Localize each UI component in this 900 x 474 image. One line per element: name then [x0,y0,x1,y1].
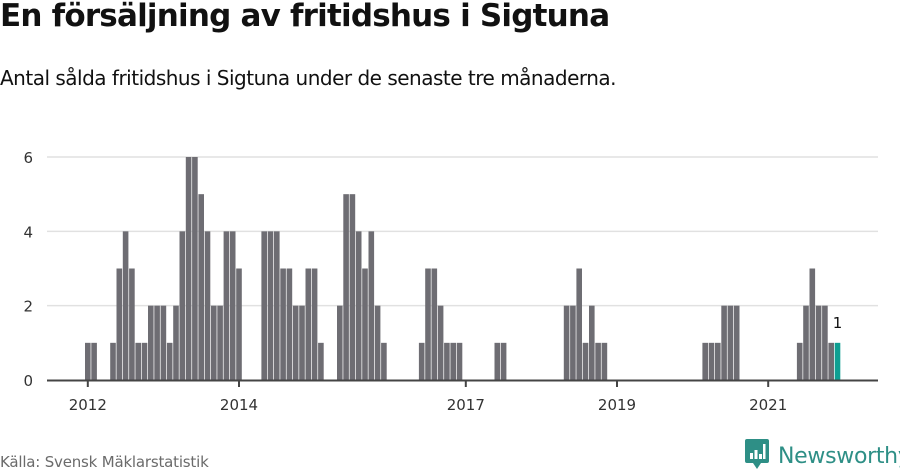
bar [444,342,450,380]
bar [828,342,834,380]
y-tick-label: 6 [23,149,33,167]
bar [135,342,141,380]
bar [822,305,828,380]
bar [229,231,236,380]
highlighted-bar [834,342,841,380]
bar [721,305,727,380]
bar [280,268,286,380]
bar [355,231,362,380]
bar [601,342,608,380]
chart-subtitle: Antal sålda fritidshus i Sigtuna under d… [0,66,617,90]
bar [318,342,324,380]
bar [500,342,507,380]
annotations: 1 [833,314,843,332]
bar [715,342,721,380]
bar [733,305,740,380]
bar [431,268,438,380]
bar [173,305,179,380]
y-tick-label: 4 [23,223,33,241]
bar [708,342,715,380]
bar [160,305,167,380]
bar [349,194,356,380]
bar [337,305,343,380]
source-note: Källa: Svensk Mäklarstatistik [0,453,209,471]
gridlines [47,156,878,307]
bar [809,268,816,380]
y-tick-label: 0 [23,372,33,390]
bar [595,342,601,380]
bar [437,305,444,380]
bar [381,342,387,380]
bar [179,231,186,380]
bar [570,305,576,380]
bar [166,342,173,380]
bar [129,268,135,380]
bar [589,305,595,380]
x-tick-label: 2012 [69,396,107,414]
bar [418,342,425,380]
x-tick-label: 2019 [598,396,636,414]
y-axis-labels: 0 2 4 6 [23,149,33,390]
bar [223,231,230,380]
brand-name: Newsworthy [778,443,900,469]
bar [274,231,280,380]
bar [91,342,97,380]
bar [494,342,501,380]
x-tick-label: 2017 [447,396,485,414]
bar [141,342,148,380]
bar [582,342,589,380]
bar [122,231,129,380]
bar [305,268,312,380]
bar [267,231,274,380]
bar [563,305,570,380]
y-tick-label: 2 [23,298,33,316]
bar [236,268,242,380]
newsworthy-logo[interactable]: Newsworthy [744,438,900,474]
bar [148,305,154,380]
bar [796,342,803,380]
bar [727,305,734,380]
bars [85,157,841,380]
bar [116,268,123,380]
bar [343,194,349,380]
bar [261,231,267,380]
bar [815,305,822,380]
bar [185,157,192,380]
bar [299,305,305,380]
bar [803,305,809,380]
x-tick-label: 2014 [220,396,258,414]
bar [702,342,708,380]
bar [311,268,318,380]
bar [192,157,198,380]
bar [154,305,160,380]
bar [204,231,211,380]
bar [456,342,463,380]
bar [368,231,375,380]
bar [286,268,293,380]
bar [576,268,582,380]
bar [110,342,116,380]
bar [292,305,299,380]
value-label: 1 [833,314,843,332]
bar [217,305,223,380]
bar [374,305,381,380]
x-tick-label: 2021 [749,396,787,414]
bar [425,268,431,380]
bar [198,194,204,380]
bar [85,342,91,380]
x-axis: 2012 2014 2017 2019 2021 [47,379,878,414]
chart-title: En försäljning av fritidshus i Sigtuna [0,0,610,34]
bar [211,305,217,380]
bar [362,268,368,380]
bar [450,342,456,380]
bar-chart-speech-bubble-icon [744,438,770,474]
